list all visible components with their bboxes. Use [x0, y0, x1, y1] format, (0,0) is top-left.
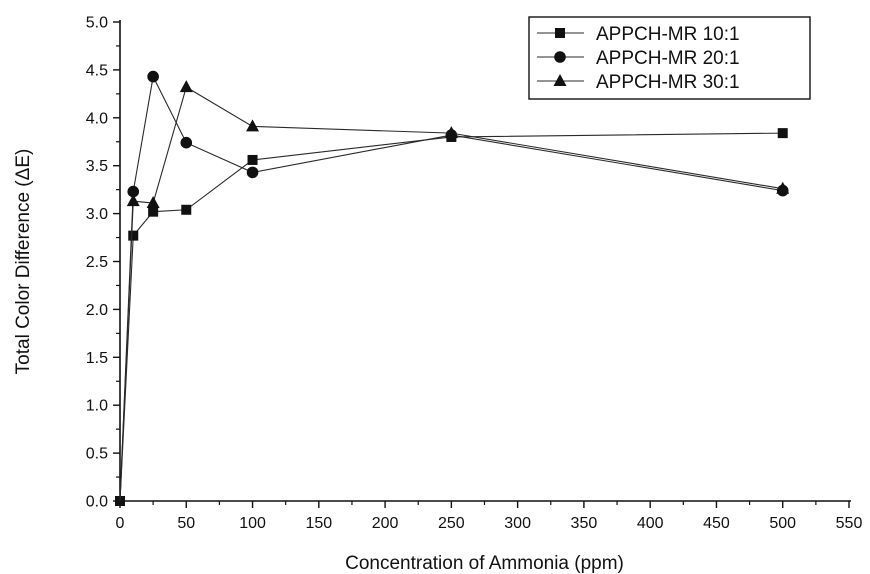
- x-tick-label: 150: [305, 515, 332, 532]
- x-axis-title: Concentration of Ammonia (ppm): [345, 553, 624, 574]
- x-tick-label: 300: [504, 515, 531, 532]
- series-triangle: [119, 80, 790, 502]
- legend: APPCH-MR 10:1 APPCH-MR 20:1 APPCH-MR 30:1: [528, 16, 811, 100]
- y-tick-label: 0.0: [86, 494, 108, 511]
- data-point-triangle: [179, 80, 193, 93]
- x-tick-label: 100: [239, 515, 266, 532]
- data-point-circle: [147, 70, 159, 83]
- series-square: [115, 128, 788, 506]
- y-tick-label: 1.5: [86, 350, 108, 367]
- x-tick-label: 200: [372, 515, 399, 532]
- data-point-circle: [246, 166, 259, 179]
- y-tick-label: 3.0: [86, 206, 108, 223]
- y-tick-label: 1.0: [86, 398, 108, 415]
- x-tick-label: 550: [836, 515, 863, 532]
- data-point-square: [777, 128, 788, 139]
- y-tick-label: 4.0: [86, 110, 108, 127]
- data-point-triangle: [444, 126, 458, 139]
- legend-label: APPCH-MR 30:1: [596, 72, 740, 93]
- x-tick-label: 50: [177, 515, 195, 532]
- data-point-triangle: [246, 119, 260, 132]
- data-point-triangle: [776, 181, 790, 194]
- series-line: [119, 86, 783, 502]
- legend-marker-square: [555, 28, 565, 38]
- legend-label: APPCH-MR 20:1: [596, 48, 740, 69]
- x-tick-label: 400: [637, 515, 664, 532]
- y-tick-label: 0.5: [86, 446, 108, 463]
- y-tick-label: 2.0: [86, 302, 108, 319]
- data-point-circle: [127, 185, 140, 198]
- x-tick-label: 450: [703, 515, 730, 532]
- data-point-square: [181, 204, 192, 215]
- legend-marker-circle: [554, 51, 566, 63]
- y-tick-label: 4.5: [86, 62, 108, 79]
- data-point-square: [247, 154, 258, 165]
- x-tick-label: 250: [438, 515, 465, 532]
- axes: 0 50 100 150 200 250 300 350 400 450 500 550 0.0 0.5 1…: [86, 15, 863, 533]
- data-point-triangle: [146, 196, 160, 209]
- legend-marker-triangle: [553, 74, 567, 86]
- x-tick-label: 0: [116, 515, 125, 532]
- data-point-triangle: [126, 194, 140, 207]
- data-point-circle: [180, 136, 193, 149]
- x-tick-label: 500: [769, 515, 796, 532]
- y-tick-label: 3.5: [86, 158, 108, 175]
- y-axis-title: Total Color Difference (ΔE): [13, 149, 34, 375]
- legend-label: APPCH-MR 10:1: [596, 24, 740, 45]
- series-line: [119, 132, 783, 502]
- y-tick-label: 5.0: [86, 15, 108, 32]
- x-tick-label: 350: [571, 515, 598, 532]
- plot-area: [115, 70, 790, 506]
- data-point-square: [128, 230, 139, 241]
- y-tick-label: 2.5: [86, 254, 108, 271]
- legend-box: [528, 16, 811, 100]
- data-point-square: [148, 206, 159, 217]
